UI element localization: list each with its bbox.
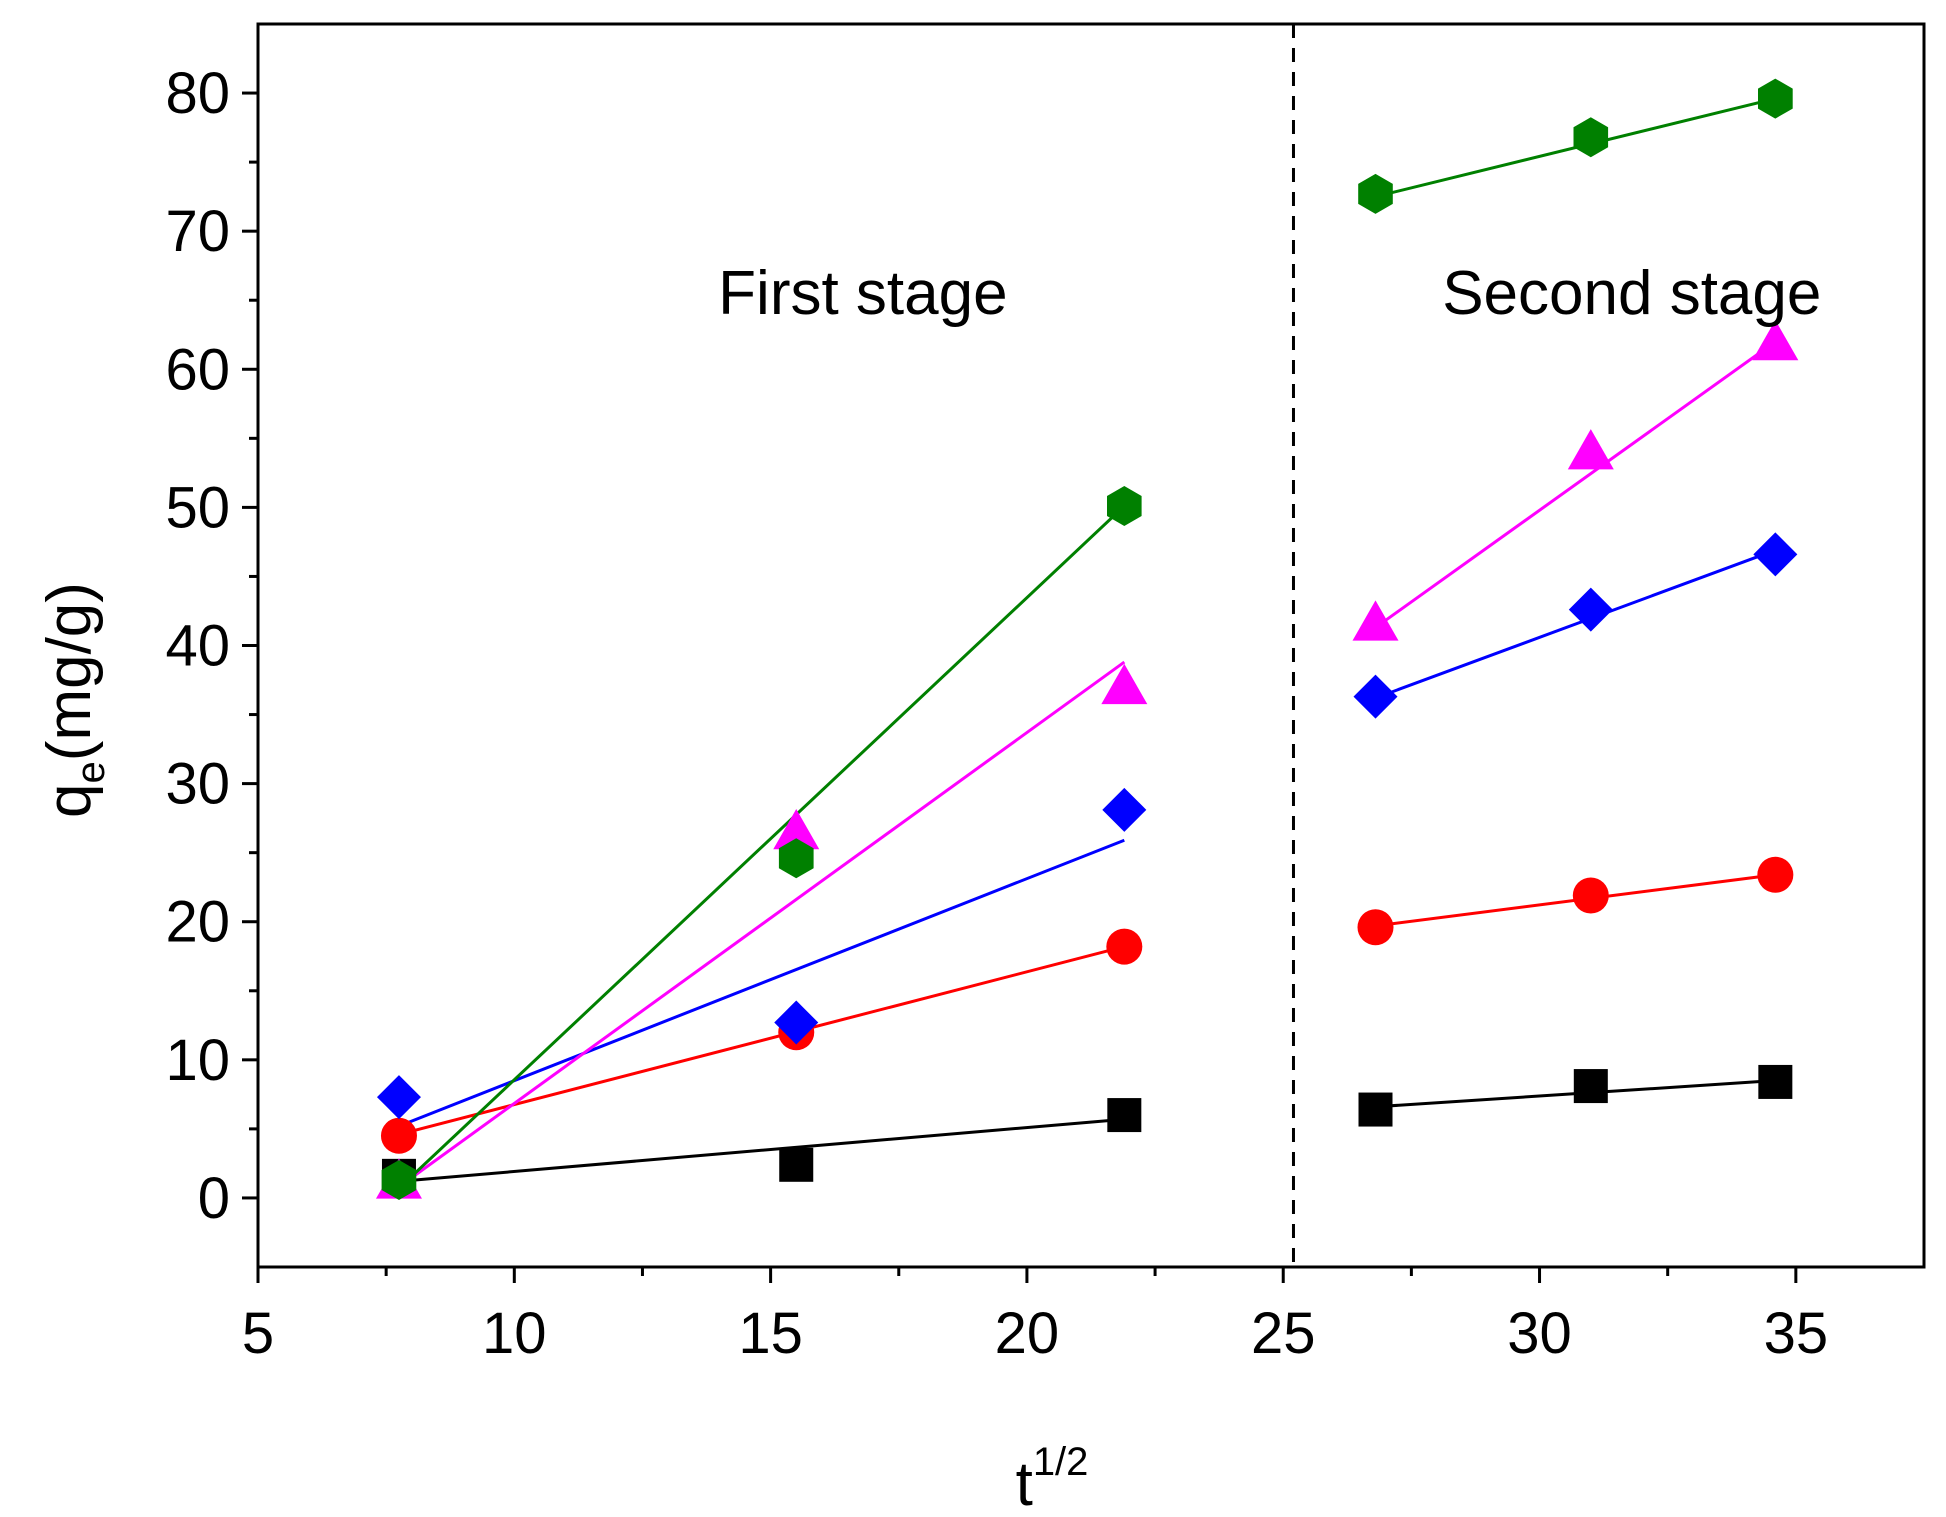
x-tick-label: 10 <box>482 1301 547 1366</box>
x-tick-label: 5 <box>242 1301 274 1366</box>
series-red-circle-stage1-point <box>1106 928 1143 965</box>
series-red-circle-stage1-fit-line <box>398 945 1125 1136</box>
y-tick-label: 40 <box>165 614 230 679</box>
series-blue-diamond-stage1-point <box>376 1075 421 1120</box>
series-green-hexagon-stage1-point <box>1107 486 1142 526</box>
series-green-hexagon-stage2-point <box>1573 117 1609 158</box>
series-black-square-stage2-point <box>1358 1092 1393 1127</box>
y-tick-label: 0 <box>198 1166 230 1231</box>
y-axis-title-base: q <box>35 783 104 817</box>
series-green-hexagon-stage2-point <box>1358 173 1393 214</box>
series-blue-diamond-stage2-fit-line <box>1374 548 1776 700</box>
series-green-hexagon-stage2-point <box>1758 78 1793 119</box>
series-blue-diamond-stage2-point <box>1753 532 1798 577</box>
x-tick-label: 15 <box>738 1301 803 1366</box>
text-layer: First stage Second stage t1/2 qe(mg/g) <box>35 259 1821 1517</box>
series-magenta-triangle-stage2-fit-line <box>1374 340 1777 629</box>
series-blue-diamond-stage1-point <box>1102 787 1147 832</box>
series-black-square-stage1-point <box>1107 1098 1142 1133</box>
y-tick-label: 50 <box>165 475 230 540</box>
series-red-circle-stage2-point <box>1757 856 1794 893</box>
series-black-square-stage1-fit-line <box>398 1117 1125 1183</box>
x-tick-label: 20 <box>995 1301 1060 1366</box>
series-blue-diamond-stage1-fit-line <box>398 838 1125 1128</box>
annotation-second-stage: Second stage <box>1442 259 1821 328</box>
fit-lines <box>397 97 1777 1190</box>
y-tick-label: 10 <box>165 1028 230 1093</box>
y-axis-title: qe(mg/g) <box>35 582 113 818</box>
annotation-first-stage: First stage <box>718 259 1007 328</box>
series-blue-diamond-stage1-point <box>774 1000 819 1045</box>
series-red-circle-stage1-point <box>380 1117 417 1154</box>
x-axis-title-base: t <box>1016 1450 1033 1517</box>
series-red-circle-stage2-point <box>1357 909 1394 946</box>
x-axis-title-sup: 1/2 <box>1033 1440 1089 1484</box>
data-markers <box>375 78 1799 1200</box>
series-black-square-stage2-point <box>1758 1064 1793 1099</box>
y-tick-label: 20 <box>165 890 230 955</box>
series-green-hexagon-stage1-point <box>381 1160 417 1200</box>
y-tick-label: 30 <box>165 752 230 817</box>
series-magenta-triangle-stage1-point <box>1101 663 1148 705</box>
series-black-square-stage2-point <box>1573 1069 1608 1104</box>
series-blue-diamond-stage2-point <box>1568 587 1613 632</box>
x-tick-label: 25 <box>1251 1301 1316 1366</box>
series-magenta-triangle-stage1-point <box>773 808 820 850</box>
y-axis-title-sub: e <box>69 761 113 783</box>
y-tick-label: 80 <box>165 61 230 126</box>
series-blue-diamond-stage2-point <box>1353 674 1398 719</box>
x-axis-title: t1/2 <box>1016 1440 1089 1517</box>
series-green-hexagon-stage1-fit-line <box>397 504 1126 1190</box>
y-tick-label: 70 <box>165 199 230 264</box>
x-tick-label: 35 <box>1764 1301 1829 1366</box>
series-green-hexagon-stage1-point <box>778 838 814 879</box>
series-magenta-triangle-stage2-point <box>1752 320 1799 361</box>
series-black-square-stage1-point <box>779 1147 814 1182</box>
y-axis-title-units: (mg/g) <box>35 582 104 761</box>
series-magenta-triangle-stage1-fit-line <box>398 660 1126 1189</box>
series-red-circle-stage2-point <box>1572 877 1609 914</box>
plot-frame <box>256 22 1926 1269</box>
series-magenta-triangle-stage2-point <box>1567 429 1614 470</box>
y-tick-label: 60 <box>165 337 230 402</box>
series-magenta-triangle-stage2-point <box>1352 600 1399 641</box>
axis-ticks: 5 10 15 20 25 30 35 0 10 20 30 40 50 60 70 80 <box>165 61 1828 1366</box>
x-tick-label: 30 <box>1507 1301 1572 1366</box>
